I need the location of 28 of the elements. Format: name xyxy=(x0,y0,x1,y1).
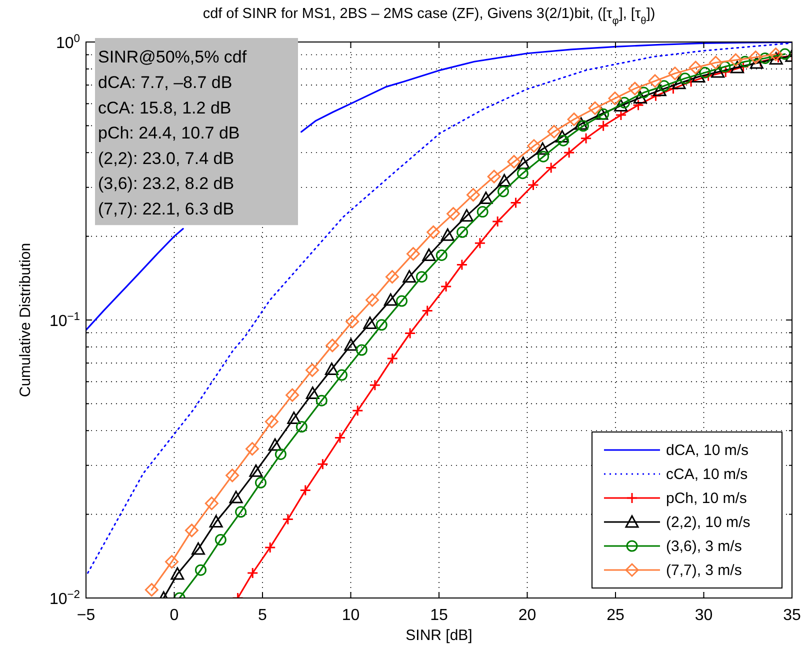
x-tick-label: 25 xyxy=(606,607,624,624)
legend-label: (2,2), 10 m/s xyxy=(666,514,750,531)
annotation: pCh: 24.4, 10.7 dB xyxy=(98,124,240,143)
x-tick-label: 35 xyxy=(783,607,801,624)
x-tick-label: 30 xyxy=(694,607,713,624)
x-tick-label: 5 xyxy=(258,607,268,624)
y-tick-label: 10$^{0}$ xyxy=(56,33,80,52)
chart-title: cdf of SINR for MS1, 2BS – 2MS case (ZF), Givens 3(2/1)bit, ([τ$_{φ}$], [τ$_{θ}$]) xyxy=(202,6,656,26)
x-tick-label: 15 xyxy=(430,607,448,624)
legend-label: (3,6), 3 m/s xyxy=(666,538,742,555)
y-tick-label: 10$^{−1}$ xyxy=(49,311,80,330)
legend-label: (7,7), 3 m/s xyxy=(666,562,742,579)
x-axis-title: SINR [dB] xyxy=(406,627,472,644)
legend-label: pCh, 10 m/s xyxy=(666,490,747,507)
legend-label: cCA, 10 m/s xyxy=(666,466,748,483)
legend-label: dCA, 10 m/s xyxy=(666,442,749,459)
x-tick-label: 0 xyxy=(170,607,179,624)
annotation: cCA: 15.8, 1.2 dB xyxy=(98,98,232,118)
y-axis-title: Cumulative Distribution xyxy=(17,242,34,398)
annotation: (7,7): 22.1, 6.3 dB xyxy=(98,200,234,218)
annotation: (2,2): 23.0, 7.4 dB xyxy=(98,148,234,168)
x-tick-label: 20 xyxy=(518,607,536,624)
annotation: SINR@50%,5% cdf xyxy=(98,48,247,67)
annotation: (3,6): 23.2, 8.2 dB xyxy=(98,174,234,194)
x-tick-label: −5 xyxy=(76,607,96,624)
x-tick-label: 10 xyxy=(342,607,360,624)
annotation: dCA: 7.7, –8.7 dB xyxy=(98,73,232,92)
y-tick-label: 10$^{−2}$ xyxy=(49,589,80,608)
